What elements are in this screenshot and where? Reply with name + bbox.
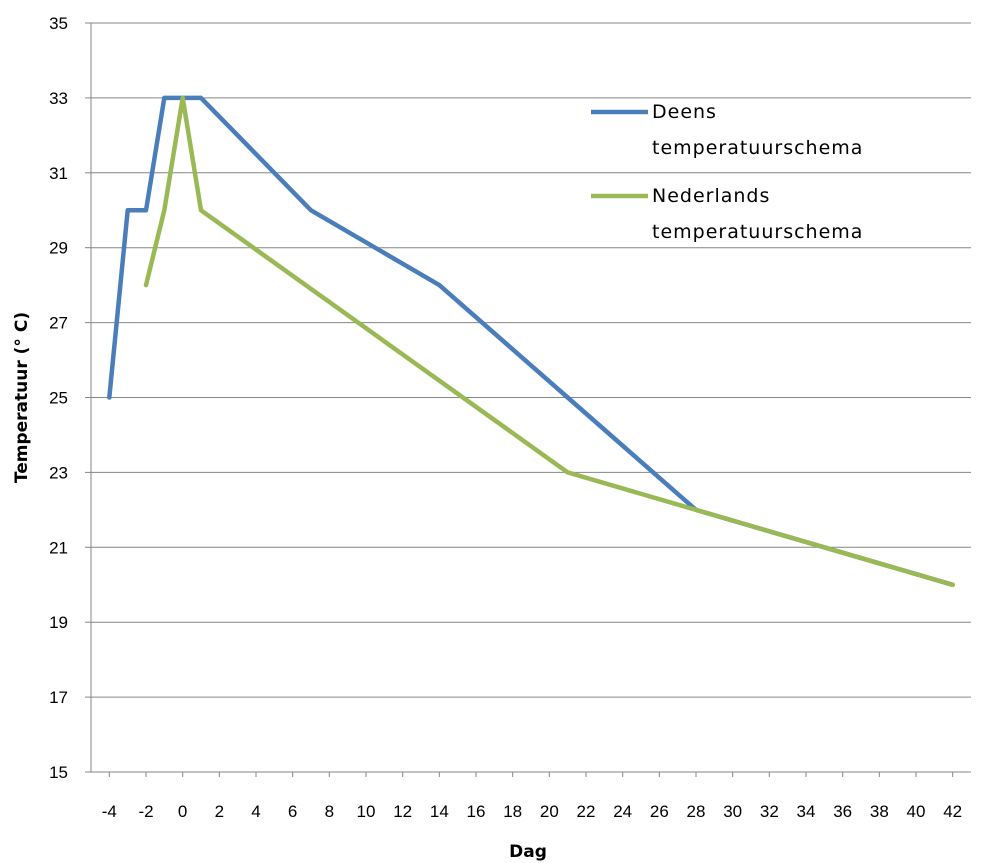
x-tick-label: 24	[613, 802, 632, 821]
y-tick-label: 25	[49, 389, 68, 408]
gridlines	[91, 22, 971, 773]
x-tick-label: -4	[102, 802, 117, 821]
y-tick-label: 23	[49, 463, 68, 482]
series-line-2	[143, 95, 955, 588]
series-lines	[107, 95, 955, 588]
y-tick-label: 27	[49, 314, 68, 333]
x-axis-title: Dag	[509, 842, 547, 862]
x-tick-label: 0	[178, 802, 187, 821]
y-tick-label: 17	[49, 688, 68, 707]
y-tick-label: 29	[49, 239, 68, 258]
x-tick-label: 10	[357, 802, 376, 821]
legend-label: Nederlands	[652, 185, 770, 207]
x-tick-label: 16	[467, 802, 486, 821]
legend-label: temperatuurschema	[652, 137, 863, 159]
y-tick-label: 33	[49, 89, 68, 108]
y-tick-label: 21	[49, 538, 68, 557]
x-tick-label: 14	[430, 802, 449, 821]
x-tick-label: -2	[138, 802, 153, 821]
x-tick-label: 22	[577, 802, 596, 821]
legend: Deens temperatuurschema Nederlands temperat…	[591, 101, 863, 243]
y-axis-title: Temperatuur (° C)	[12, 312, 32, 483]
legend-label: Deens	[652, 101, 717, 123]
x-tick-label: 6	[288, 802, 297, 821]
x-tick-label: 42	[943, 802, 962, 821]
x-tick-label: 8	[325, 802, 334, 821]
x-tick-label: 2	[215, 802, 224, 821]
x-tick-labels: -4 -2 0 2 4 6 8 10 12 14 16 18 20 22 24 26 28 30 32 34 36 38 4…	[102, 802, 962, 821]
axes	[85, 22, 971, 777]
x-tick-label: 20	[540, 802, 559, 821]
x-tick-label: 34	[797, 802, 816, 821]
series-line-1	[107, 95, 955, 588]
x-tick-label: 18	[503, 802, 522, 821]
legend-label: temperatuurschema	[652, 221, 863, 243]
x-tick-label: 32	[760, 802, 779, 821]
x-tick-label: 28	[687, 802, 706, 821]
x-tick-label: 30	[723, 802, 742, 821]
y-tick-label: 15	[49, 763, 68, 782]
x-tick-label: 40	[907, 802, 926, 821]
x-tick-label: 38	[870, 802, 889, 821]
y-tick-label: 19	[49, 613, 68, 632]
y-tick-labels: 15 17 19 21 23 25 27 29 31 33 35	[49, 14, 68, 782]
x-tick-label: 26	[650, 802, 669, 821]
x-tick-label: 36	[833, 802, 852, 821]
y-tick-label: 31	[49, 164, 68, 183]
x-tick-label: 4	[251, 802, 260, 821]
y-tick-label: 35	[49, 14, 68, 33]
x-tick-label: 12	[393, 802, 412, 821]
